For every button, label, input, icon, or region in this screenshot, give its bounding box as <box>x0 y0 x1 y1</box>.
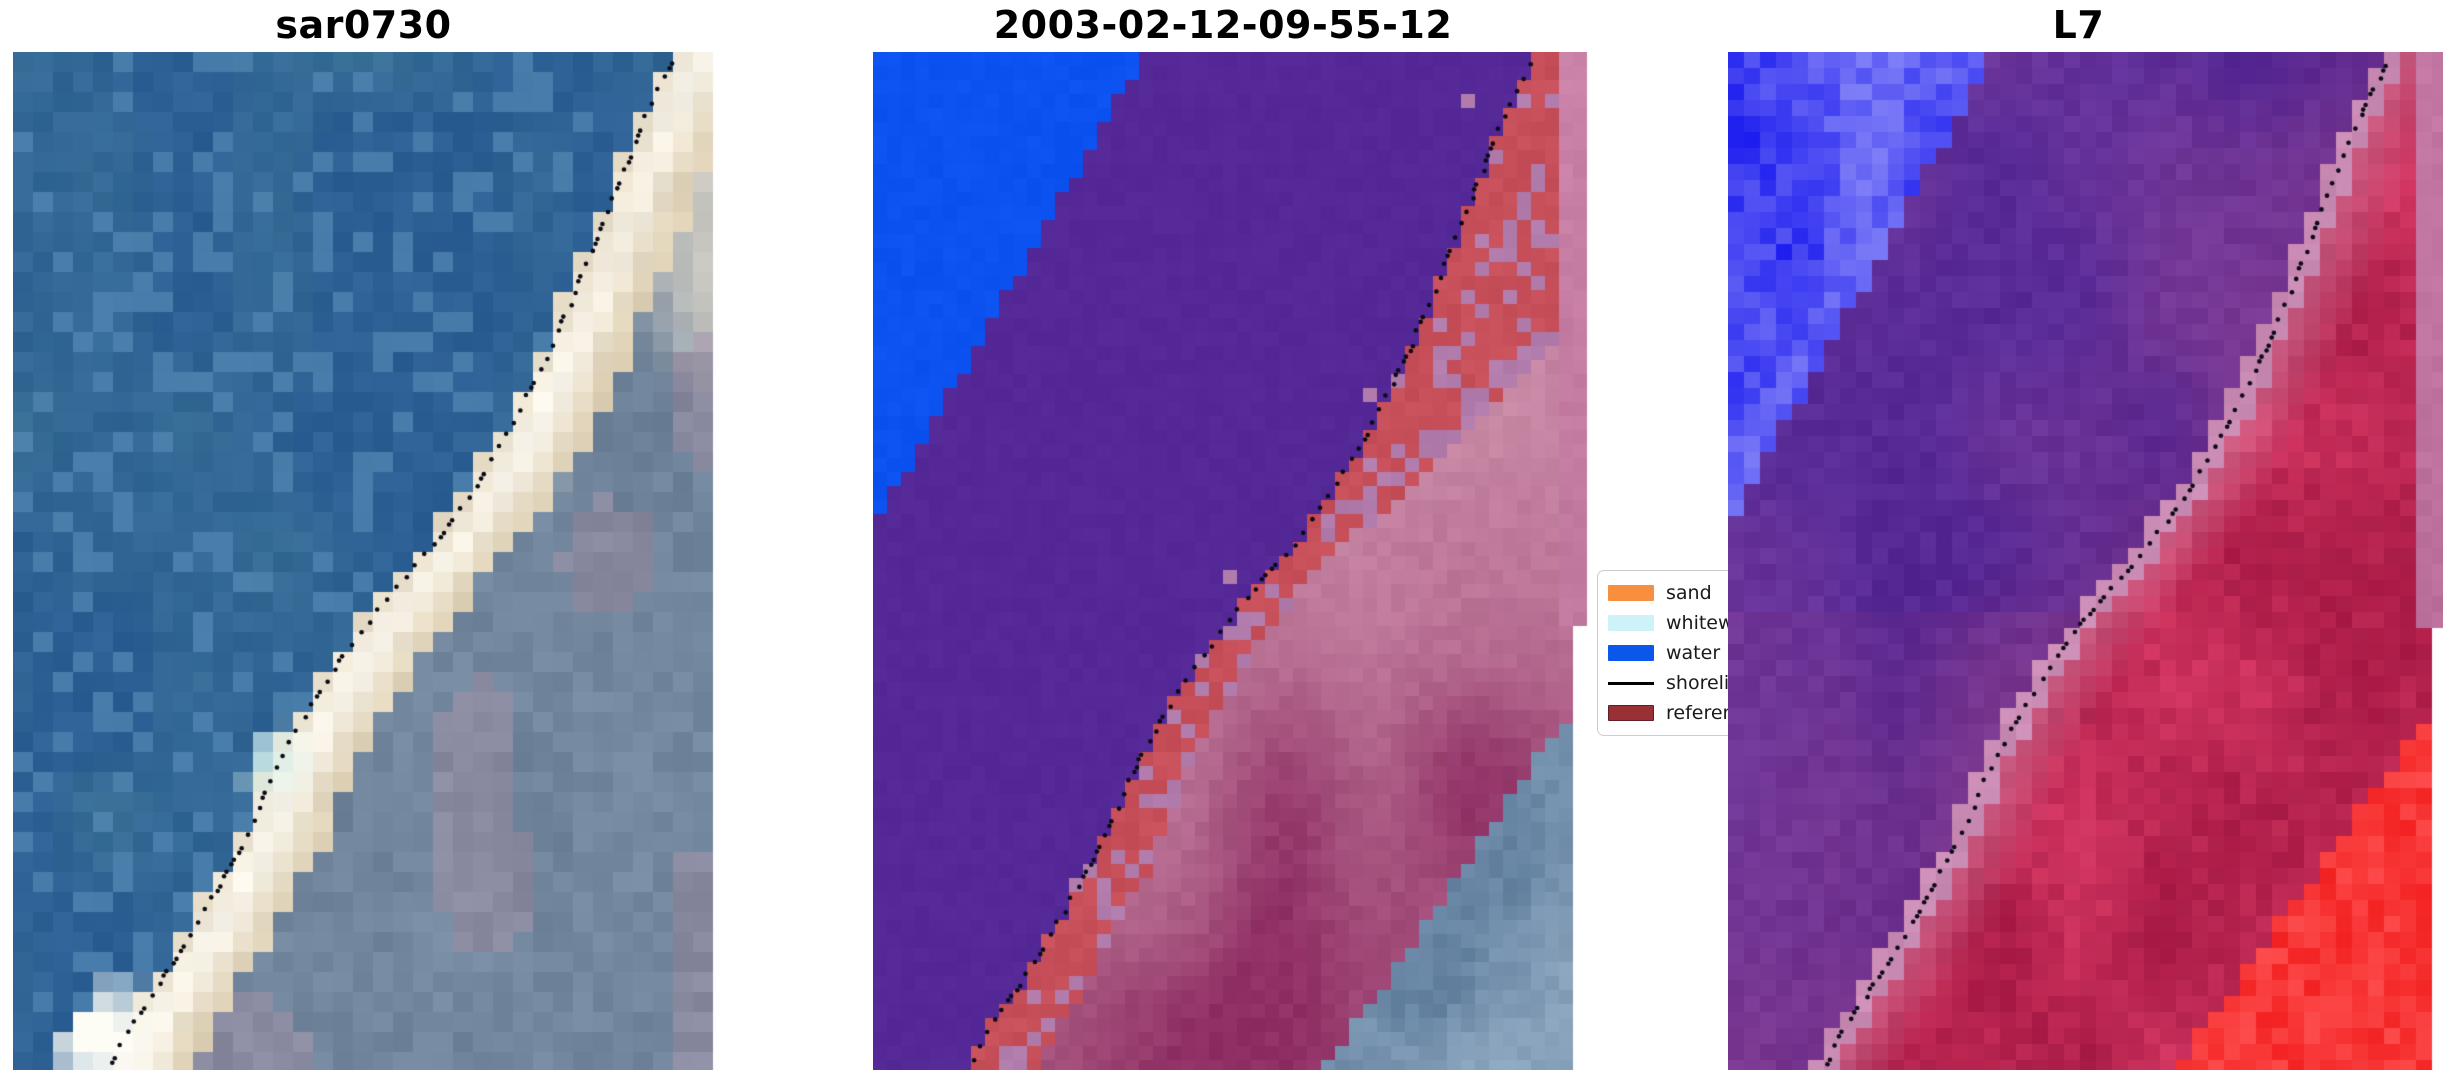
panel-title-classified-date: 2003-02-12-09-55-12 <box>993 3 1453 47</box>
shoreline-line-swatch <box>1608 681 1654 685</box>
sand-color-swatch <box>1608 585 1654 601</box>
legend-item-sand: sand <box>1608 578 1736 608</box>
panel-title-l7: L7 <box>2052 3 2105 47</box>
water-color-swatch <box>1608 645 1654 661</box>
classified-panel-image <box>873 52 1588 1070</box>
legend-item-shoreline: shoreline <box>1608 668 1753 698</box>
legend: sand whitewater water shoreline referenc… <box>1597 570 1772 736</box>
panel-title-sar0730: sar0730 <box>275 3 452 47</box>
whitewater-color-swatch <box>1608 615 1654 631</box>
legend-item-water: water <box>1608 638 1736 668</box>
l7-panel-image <box>1728 52 2443 1070</box>
reference-color-swatch <box>1608 705 1654 721</box>
legend-item-whitewater: whitewater <box>1608 608 1772 638</box>
legend-label-water: water <box>1666 642 1721 664</box>
legend-item-reference: reference <box>1608 698 1757 728</box>
sar0730-panel-image <box>13 52 714 1070</box>
legend-label-sand: sand <box>1666 582 1712 604</box>
